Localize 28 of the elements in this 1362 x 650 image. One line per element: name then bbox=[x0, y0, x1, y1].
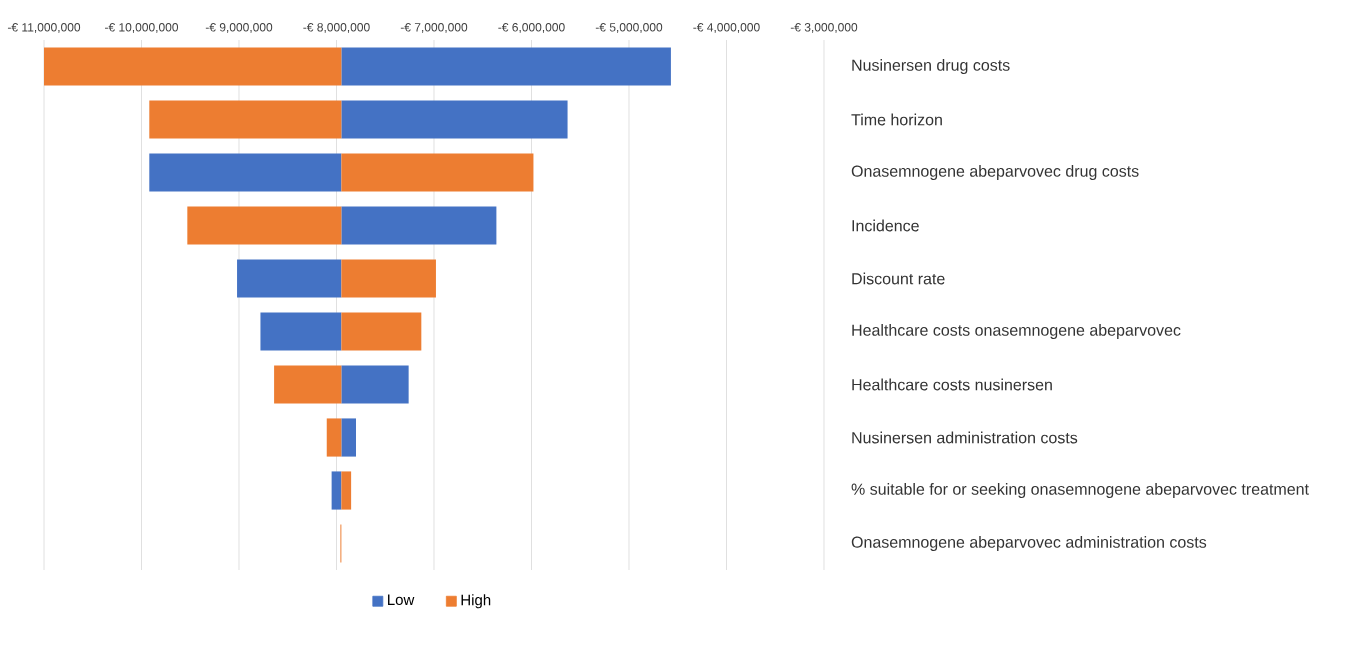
y-tick-label: Healthcare costs onasemnogene abeparvovec bbox=[852, 324, 1181, 339]
bar bbox=[341, 100, 568, 139]
y-tick-label: Nusinersen drug costs bbox=[852, 59, 1010, 74]
bar bbox=[149, 100, 342, 139]
bar bbox=[341, 418, 356, 457]
y-tick-label: Discount rate bbox=[852, 272, 945, 285]
bar bbox=[44, 47, 342, 86]
bar bbox=[274, 365, 342, 404]
bar bbox=[326, 418, 342, 457]
bar bbox=[341, 153, 534, 192]
bar bbox=[187, 206, 342, 245]
bar bbox=[341, 471, 352, 510]
y-tick-label: % suitable for or seeking onasemnogene abeparvovec treatment bbox=[851, 483, 1309, 498]
bar bbox=[341, 365, 409, 404]
bar bbox=[149, 153, 342, 192]
y-tick-label: Onasemnogene abeparvovec drug costs bbox=[851, 165, 1139, 180]
y-tick-label: Time horizon bbox=[851, 113, 942, 126]
bar bbox=[341, 259, 436, 298]
y-tick-label: Onasemnogene abeparvovec administration costs bbox=[851, 536, 1207, 551]
bar bbox=[341, 206, 497, 245]
bar bbox=[237, 259, 342, 298]
bar bbox=[341, 312, 422, 351]
y-tick-label: Healthcare costs nusinersen bbox=[852, 378, 1052, 391]
y-tick-label: Nusinersen administration costs bbox=[852, 431, 1078, 444]
bar bbox=[260, 312, 342, 351]
bar bbox=[341, 47, 671, 86]
bar bbox=[331, 471, 342, 510]
y-tick-label: Incidence bbox=[852, 219, 919, 232]
